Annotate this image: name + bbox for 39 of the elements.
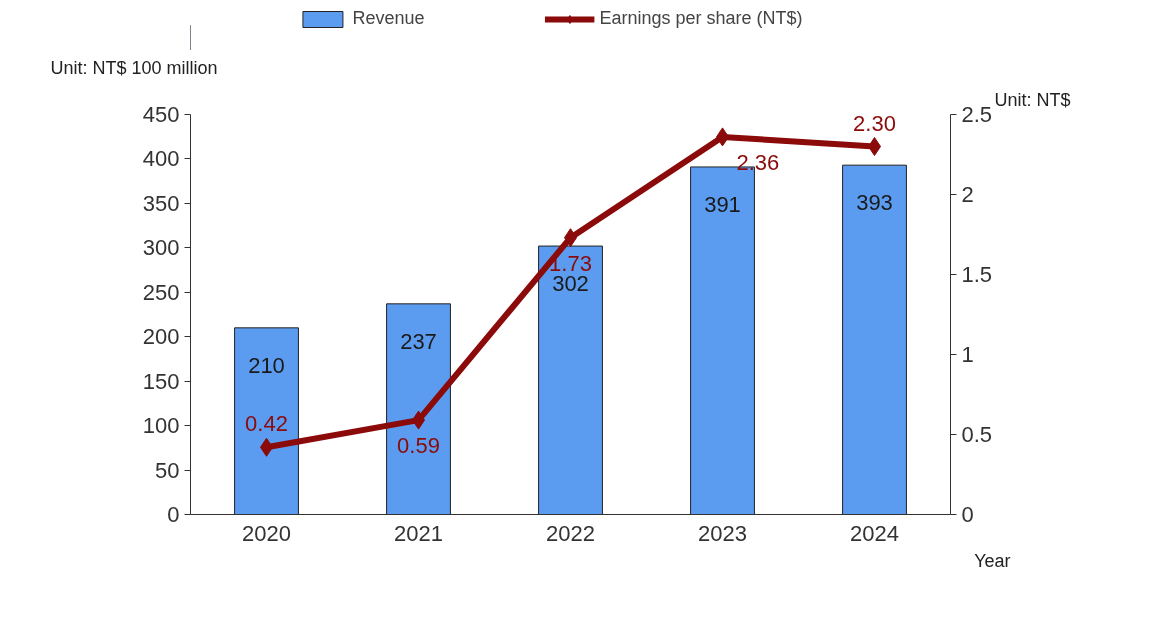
x-tick-label: 2020 (242, 520, 291, 546)
data-label: 0.59 (397, 433, 440, 459)
data-label: 302 (552, 271, 589, 297)
y-tick-label: 350 (142, 190, 180, 216)
y2-tick-label: 2 (961, 182, 974, 207)
y-tick-label: 250 (142, 279, 180, 305)
data-label: 2.30 (853, 110, 896, 136)
x-tick-label: 2022 (546, 520, 595, 546)
legend-label: Revenue (352, 8, 425, 29)
y2-tick-label: 1 (961, 342, 974, 367)
y2-tick-label: 2.5 (961, 102, 993, 127)
data-label: 391 (704, 191, 741, 217)
y-tick-label: 300 (142, 235, 180, 261)
y-tick-label: 200 (142, 324, 180, 350)
x-tick-label: 2023 (698, 520, 747, 546)
data-label: 0.42 (245, 411, 288, 437)
data-label: 2.36 (736, 149, 780, 175)
y-tick-label: 400 (142, 146, 180, 172)
data-label: 393 (856, 190, 893, 216)
x-axis-title: Year (974, 550, 1011, 571)
y2-axis-title: Unit: NT$ (994, 89, 1071, 110)
x-tick-label: 2024 (850, 520, 899, 546)
y-tick-label: 0 (167, 502, 180, 527)
bar (842, 164, 907, 515)
bar (386, 303, 451, 515)
y-tick-label: 100 (142, 413, 180, 439)
y2-tick-label: 0 (961, 502, 974, 527)
legend-label: Earnings per share (NT$) (599, 8, 803, 29)
x-tick-label: 2021 (394, 520, 443, 546)
bar (234, 327, 299, 515)
bar (538, 245, 603, 515)
y-tick-label: 50 (155, 457, 180, 483)
y-tick-label: 450 (142, 102, 180, 127)
y2-tick-label: 0.5 (961, 422, 993, 447)
y-tick-label: 150 (142, 368, 180, 394)
y2-tick-label: 1.5 (961, 262, 993, 287)
data-label: 210 (248, 352, 285, 378)
y-axis-title: Unit: NT$ 100 million (50, 57, 218, 78)
data-label: 237 (400, 328, 437, 354)
